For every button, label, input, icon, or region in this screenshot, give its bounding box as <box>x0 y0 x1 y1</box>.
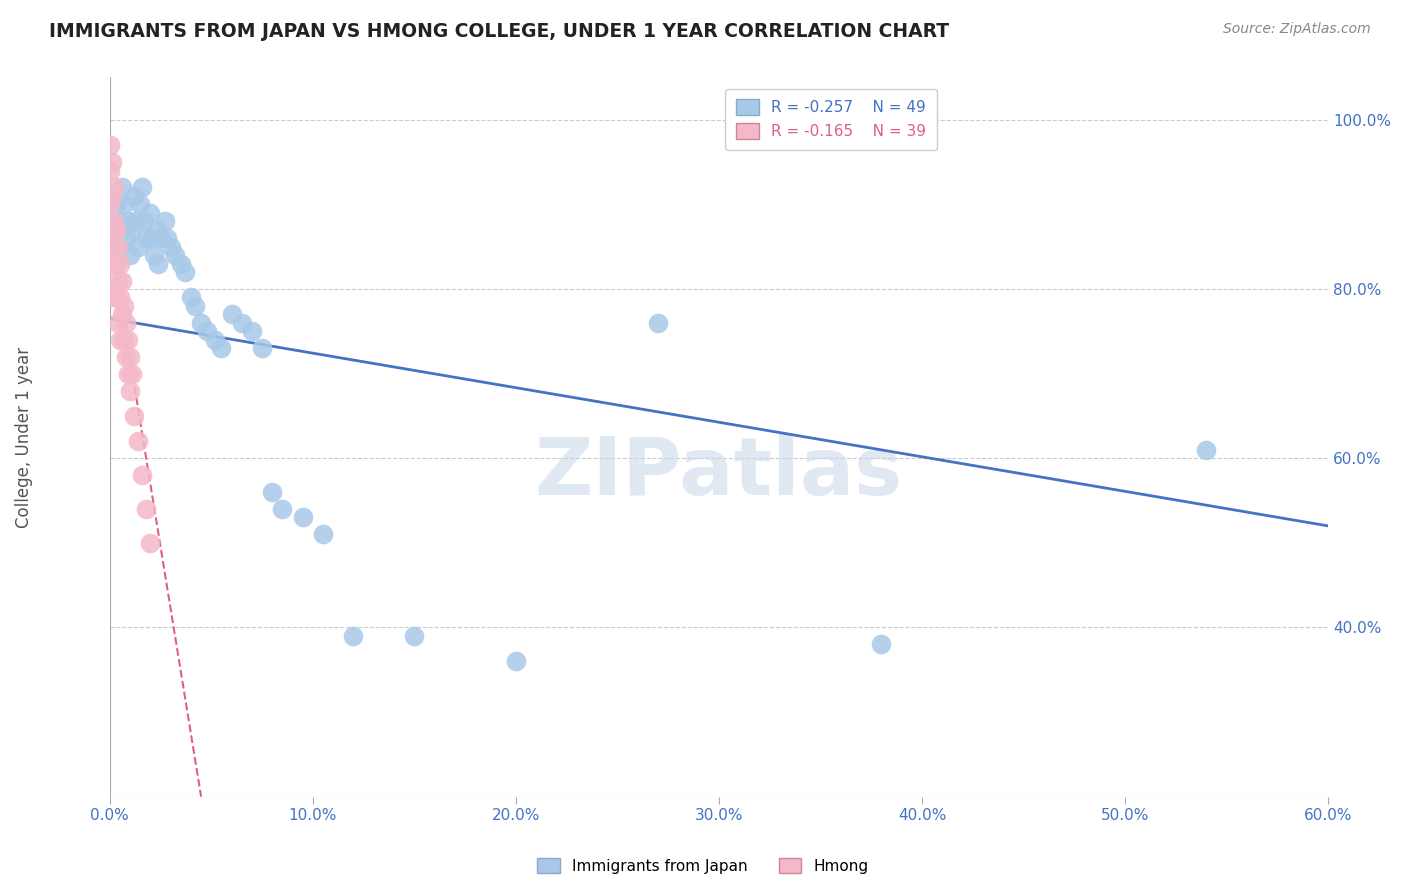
Point <box>149 231 172 245</box>
Point <box>135 231 157 245</box>
Point <box>115 316 138 330</box>
Point <box>148 257 170 271</box>
Point <box>134 214 156 228</box>
Point <box>209 341 232 355</box>
Point <box>120 248 142 262</box>
Point <box>163 248 186 262</box>
Point <box>170 257 193 271</box>
Point <box>231 316 253 330</box>
Point <box>1195 442 1218 457</box>
Point <box>240 324 263 338</box>
Point <box>115 350 138 364</box>
Point <box>98 197 121 211</box>
Point <box>404 629 426 643</box>
Point <box>103 214 125 228</box>
Point <box>112 333 135 347</box>
Point <box>184 299 207 313</box>
Point <box>103 180 125 194</box>
Point <box>98 231 121 245</box>
Point <box>117 367 139 381</box>
Point <box>112 299 135 313</box>
Point <box>120 384 142 398</box>
Point <box>250 341 273 355</box>
Point <box>122 189 145 203</box>
Point <box>125 214 148 228</box>
Point <box>117 333 139 347</box>
Point <box>143 248 166 262</box>
Text: Source: ZipAtlas.com: Source: ZipAtlas.com <box>1223 22 1371 37</box>
Point <box>131 180 153 194</box>
Point <box>204 333 226 347</box>
Point <box>111 307 134 321</box>
Point <box>108 333 131 347</box>
Point <box>115 231 138 245</box>
Point <box>104 223 127 237</box>
Point <box>262 485 284 500</box>
Point <box>131 468 153 483</box>
Point <box>108 290 131 304</box>
Point <box>104 290 127 304</box>
Point <box>103 223 125 237</box>
Point <box>505 654 527 668</box>
Point <box>107 240 129 254</box>
Point <box>101 223 124 237</box>
Text: ZIPatlas: ZIPatlas <box>534 434 903 512</box>
Point <box>870 637 893 651</box>
Point <box>173 265 195 279</box>
Point <box>117 214 139 228</box>
Point <box>121 223 143 237</box>
Point <box>111 180 134 194</box>
Point <box>129 197 152 211</box>
Point <box>127 434 149 449</box>
Point <box>312 527 335 541</box>
Legend: R = -0.257    N = 49, R = -0.165    N = 39: R = -0.257 N = 49, R = -0.165 N = 39 <box>725 88 936 150</box>
Point <box>180 290 202 304</box>
Point <box>145 223 167 237</box>
Point <box>291 510 314 524</box>
Point <box>101 189 124 203</box>
Point <box>107 316 129 330</box>
Point <box>127 240 149 254</box>
Point <box>103 282 125 296</box>
Point <box>135 502 157 516</box>
Point <box>104 257 127 271</box>
Point <box>108 240 131 254</box>
Point <box>139 536 162 550</box>
Point <box>141 231 163 245</box>
Point <box>104 197 127 211</box>
Point <box>101 248 124 262</box>
Point <box>155 231 177 245</box>
Point <box>98 257 121 271</box>
Legend: Immigrants from Japan, Hmong: Immigrants from Japan, Hmong <box>531 852 875 880</box>
Point <box>120 350 142 364</box>
Point <box>101 155 124 169</box>
Point <box>647 316 669 330</box>
Point <box>98 138 121 153</box>
Point <box>159 240 181 254</box>
Point <box>98 290 121 304</box>
Point <box>139 206 162 220</box>
Point <box>111 273 134 287</box>
Point <box>112 197 135 211</box>
Point <box>98 163 121 178</box>
Point <box>122 409 145 423</box>
Point <box>190 316 212 330</box>
Point <box>195 324 218 338</box>
Point <box>153 214 176 228</box>
Point <box>121 367 143 381</box>
Point <box>108 257 131 271</box>
Point <box>271 502 294 516</box>
Text: IMMIGRANTS FROM JAPAN VS HMONG COLLEGE, UNDER 1 YEAR CORRELATION CHART: IMMIGRANTS FROM JAPAN VS HMONG COLLEGE, … <box>49 22 949 41</box>
Point <box>221 307 243 321</box>
Point <box>342 629 364 643</box>
Point <box>107 214 129 228</box>
Point <box>107 273 129 287</box>
Point <box>103 248 125 262</box>
Y-axis label: College, Under 1 year: College, Under 1 year <box>15 346 32 528</box>
